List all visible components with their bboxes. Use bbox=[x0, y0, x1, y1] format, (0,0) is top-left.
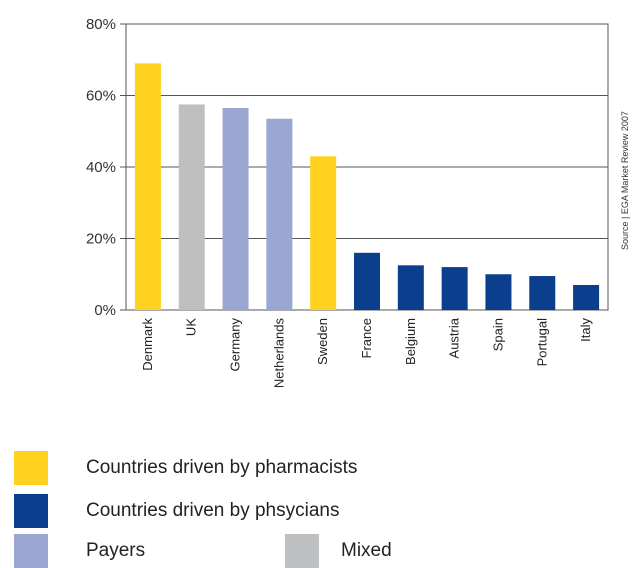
bar-denmark bbox=[134, 63, 161, 311]
legend-label-pharmacists: Countries driven by pharmacists bbox=[86, 457, 358, 478]
x-tick-label-uk: UK bbox=[184, 318, 199, 336]
legend-item-payers: Payers bbox=[14, 534, 145, 568]
bar-uk bbox=[178, 104, 205, 310]
bar-france bbox=[354, 252, 380, 310]
bar-chart: 0% 20% 40% 60% 80% Denmark UK Germany Netherlan… bbox=[86, 16, 630, 388]
legend-swatch-payers bbox=[14, 534, 48, 568]
y-axis-ticks: 0% 20% 40% 60% 80% bbox=[86, 16, 126, 319]
x-tick-label-netherlands: Netherlands bbox=[271, 318, 286, 389]
x-tick-label-spain: Spain bbox=[490, 318, 505, 351]
x-tick-label-germany: Germany bbox=[228, 318, 243, 372]
legend-label-physicians: Countries driven by phsycians bbox=[86, 500, 340, 521]
source-note: Source | EGA Market Review 2007 bbox=[620, 111, 630, 250]
x-tick-label-italy: Italy bbox=[578, 318, 593, 342]
legend-item-physicians: Countries driven by phsycians bbox=[14, 494, 339, 528]
x-tick-label-austria: Austria bbox=[447, 317, 462, 358]
y-tick-label: 20% bbox=[86, 231, 116, 248]
legend-label-payers: Payers bbox=[86, 540, 146, 561]
x-tick-label-belgium: Belgium bbox=[403, 318, 418, 365]
y-tick-label: 80% bbox=[86, 16, 116, 33]
bar-germany bbox=[222, 108, 249, 310]
y-tick-label: 0% bbox=[94, 302, 116, 319]
bars bbox=[134, 63, 600, 311]
y-tick-label: 40% bbox=[86, 159, 116, 176]
bar-netherlands bbox=[266, 118, 293, 310]
y-tick-label: 60% bbox=[86, 88, 116, 105]
legend-swatch-physicians bbox=[14, 494, 48, 528]
bar-belgium bbox=[397, 265, 424, 310]
x-tick-label-sweden: Sweden bbox=[315, 318, 330, 365]
legend-swatch-mixed bbox=[285, 534, 319, 568]
x-tick-label-france: France bbox=[359, 318, 374, 358]
bar-sweden bbox=[310, 156, 337, 310]
legend-item-pharmacists: Countries driven by pharmacists bbox=[14, 451, 357, 485]
bar-austria bbox=[441, 267, 468, 310]
legend-swatch-pharmacists bbox=[14, 451, 48, 485]
bar-spain bbox=[485, 274, 512, 310]
x-tick-label-portugal: Portugal bbox=[534, 318, 549, 367]
legend-item-mixed: Mixed bbox=[285, 534, 392, 568]
x-tick-label-denmark: Denmark bbox=[140, 318, 155, 371]
gridlines bbox=[126, 95, 608, 239]
bar-italy bbox=[573, 284, 600, 310]
x-axis-labels: Denmark UK Germany Netherlands Sweden France B… bbox=[140, 317, 593, 388]
bar-portugal bbox=[529, 276, 556, 310]
legend-label-mixed: Mixed bbox=[341, 540, 392, 561]
